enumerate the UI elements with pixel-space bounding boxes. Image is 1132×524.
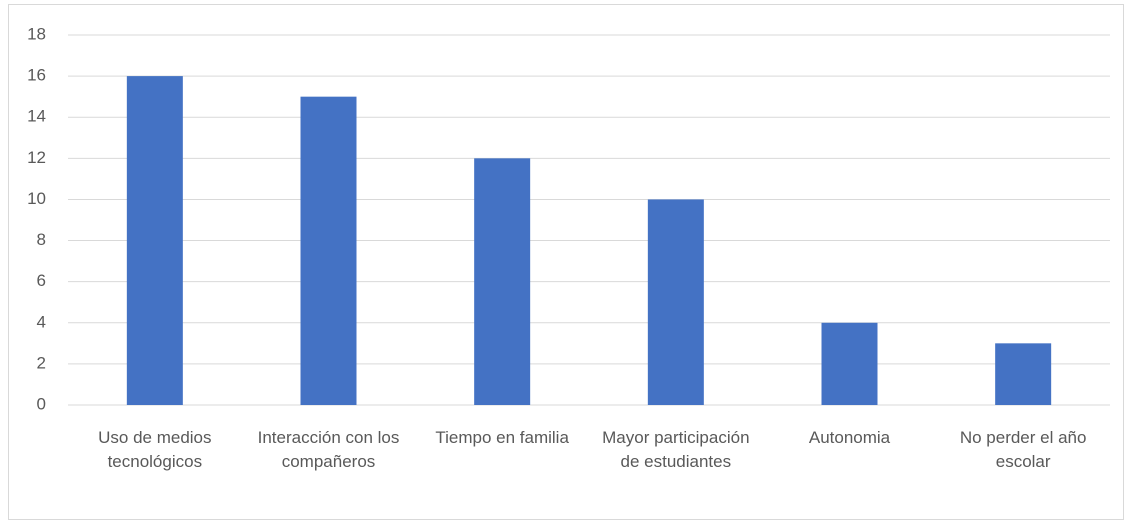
y-tick-label: 0: [37, 394, 46, 413]
y-tick-label: 4: [37, 312, 46, 331]
y-tick-label: 12: [27, 148, 46, 167]
bar: [821, 322, 878, 405]
bar: [474, 158, 531, 405]
chart-border: [8, 4, 1124, 520]
bar: [647, 199, 704, 405]
y-tick-label: 8: [37, 230, 46, 249]
y-tick-label: 10: [27, 189, 46, 208]
bar: [995, 343, 1052, 405]
x-tick-label: Uso de medios tecnológicos: [98, 428, 212, 471]
x-tick-label: Interacción con los compañeros: [257, 428, 400, 471]
y-tick-label: 16: [27, 66, 46, 85]
bar: [126, 76, 183, 405]
bar: [300, 96, 357, 406]
y-tick-label: 6: [37, 271, 46, 290]
x-tick-label: Mayor participación de estudiantes: [602, 428, 750, 471]
x-tick-label: Autonomia: [808, 428, 891, 447]
y-tick-label: 2: [37, 353, 46, 372]
y-tick-label: 18: [27, 24, 46, 43]
x-tick-label: No perder el año escolar: [959, 428, 1087, 471]
x-tick-label: Tiempo en familia: [435, 428, 569, 447]
y-tick-label: 14: [27, 107, 46, 126]
